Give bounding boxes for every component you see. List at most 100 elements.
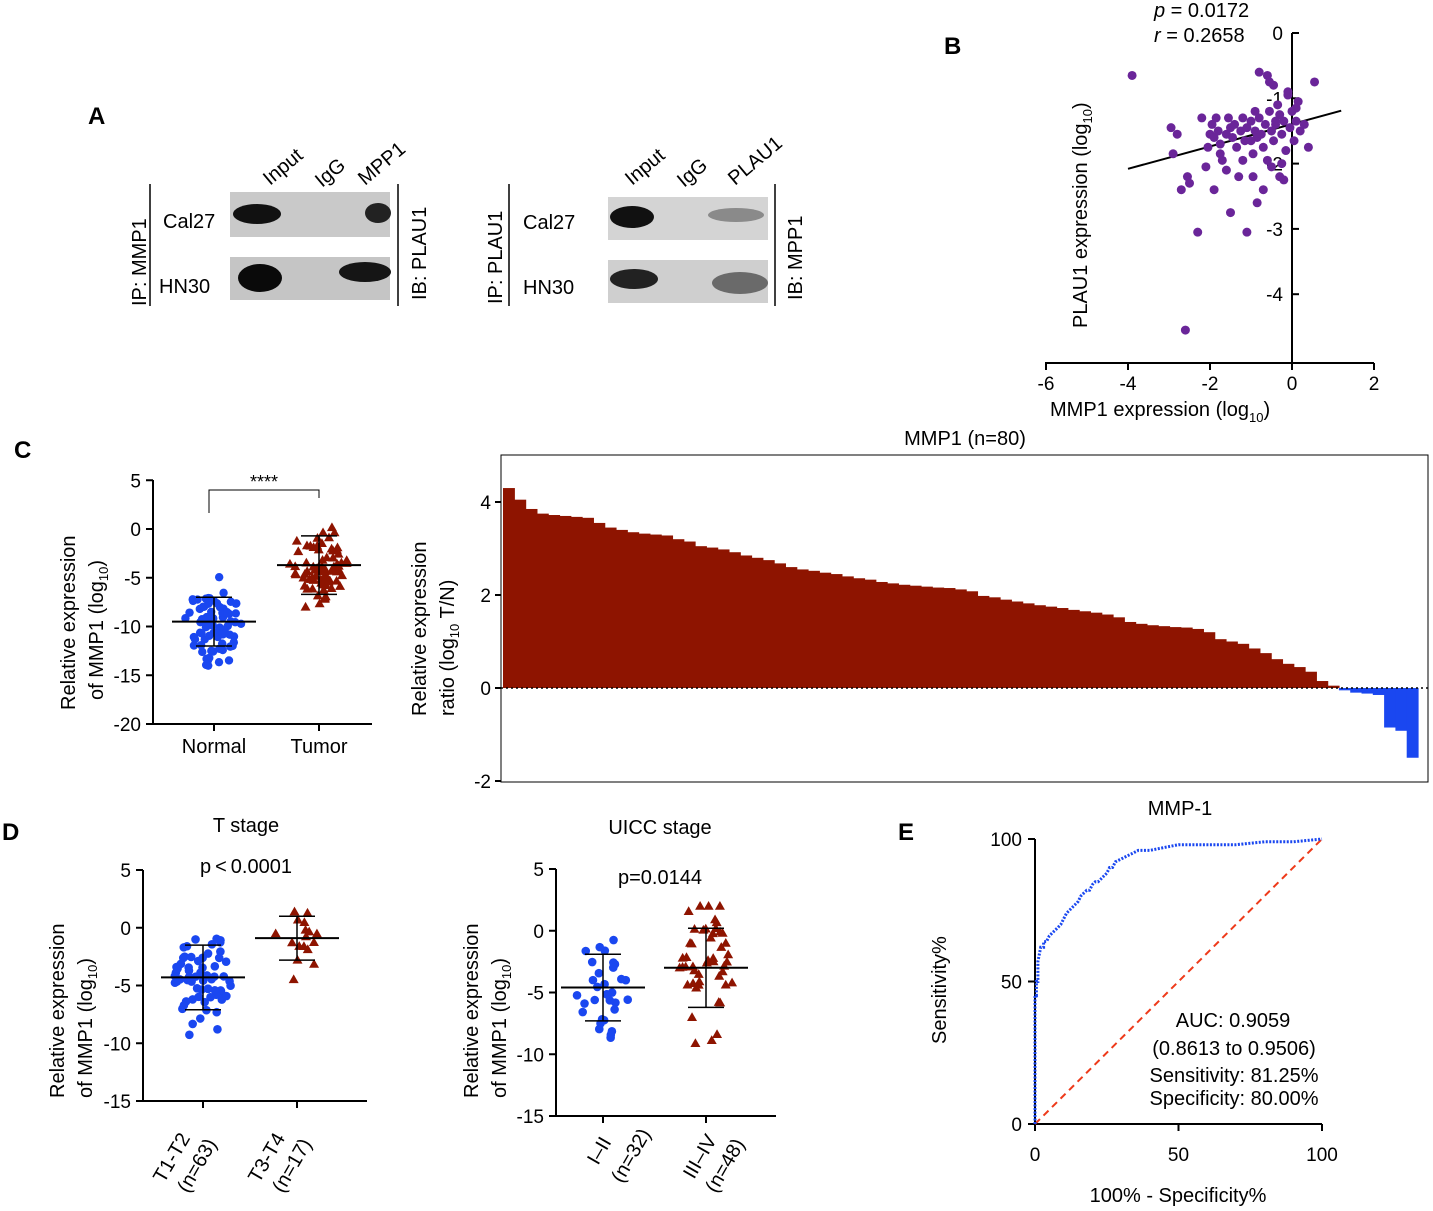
data-point bbox=[1234, 172, 1244, 182]
bar bbox=[796, 569, 809, 688]
data-point bbox=[683, 906, 694, 915]
data-point bbox=[690, 1038, 701, 1048]
bar bbox=[1316, 681, 1329, 688]
y-tick-label: -3 bbox=[1266, 220, 1283, 241]
group-label-normal: Normal bbox=[182, 736, 246, 758]
y-tick-label: 0 bbox=[120, 919, 131, 940]
data-point bbox=[214, 572, 224, 582]
data-point bbox=[1303, 142, 1313, 152]
data-point bbox=[610, 1005, 619, 1014]
data-point bbox=[1209, 185, 1219, 195]
data-point bbox=[178, 1004, 187, 1014]
t-stage-scatter: T stage p < 0.0001 Relative expression o… bbox=[47, 815, 367, 1197]
data-point bbox=[185, 608, 194, 617]
bar bbox=[853, 578, 866, 688]
lane-label-input: Input bbox=[259, 144, 308, 190]
bar bbox=[1384, 688, 1397, 728]
western-blot-left: Input IgG MPP1 IP: MMP1 Cal27 HN30 IB: P… bbox=[129, 138, 431, 306]
data-point bbox=[203, 984, 213, 994]
bar bbox=[841, 576, 854, 688]
bar bbox=[1033, 605, 1046, 688]
data-point bbox=[298, 572, 309, 582]
band-hn30-input bbox=[610, 269, 658, 289]
data-point bbox=[572, 991, 582, 1000]
bar bbox=[785, 567, 798, 688]
data-point bbox=[229, 638, 239, 647]
data-point bbox=[706, 1035, 717, 1045]
group-n-i-ii: (n=32) bbox=[607, 1125, 655, 1187]
group-label-tumor: Tumor bbox=[290, 736, 347, 758]
data-point bbox=[321, 552, 332, 562]
y-tick-label: -5 bbox=[124, 569, 141, 590]
data-point bbox=[328, 552, 339, 562]
data-point bbox=[1291, 103, 1301, 113]
bar bbox=[1203, 632, 1216, 688]
data-point bbox=[1283, 87, 1293, 97]
bar bbox=[988, 597, 1001, 688]
data-point bbox=[197, 629, 206, 638]
data-point bbox=[1185, 178, 1194, 188]
y-axis-label-sub: 10 bbox=[447, 624, 462, 638]
data-point bbox=[1256, 129, 1266, 139]
bar bbox=[706, 547, 719, 688]
x-tick-label: 100 bbox=[1306, 1145, 1338, 1166]
data-point bbox=[720, 938, 731, 947]
bar bbox=[1101, 614, 1114, 688]
x-axis-label: 100% - Specificity% bbox=[1090, 1185, 1267, 1207]
y-tick-label: -15 bbox=[114, 666, 141, 687]
bar bbox=[1079, 611, 1092, 688]
lane-label-mpp1: MPP1 bbox=[354, 138, 410, 190]
data-point bbox=[685, 937, 696, 947]
bar bbox=[819, 572, 832, 688]
bar bbox=[615, 529, 628, 688]
y-tick-label: 100 bbox=[990, 830, 1022, 851]
bar bbox=[1146, 625, 1159, 688]
data-point bbox=[1252, 198, 1262, 208]
chart-title: T stage bbox=[213, 815, 279, 837]
data-point bbox=[723, 949, 734, 959]
bar bbox=[1361, 688, 1374, 694]
r-annotation: r = 0.2658 bbox=[1154, 25, 1245, 47]
data-point bbox=[1230, 119, 1240, 129]
y-axis-label-end: ) bbox=[75, 958, 97, 965]
bar bbox=[536, 513, 549, 688]
data-point bbox=[1264, 77, 1274, 87]
data-point bbox=[318, 527, 329, 537]
bar bbox=[1395, 688, 1408, 731]
data-point bbox=[224, 656, 234, 665]
bar bbox=[1192, 628, 1204, 688]
bar bbox=[1282, 663, 1295, 688]
bar bbox=[661, 535, 674, 688]
data-point bbox=[1267, 162, 1276, 172]
bar bbox=[909, 585, 922, 688]
bar bbox=[672, 539, 685, 688]
data-point bbox=[291, 535, 302, 545]
data-point bbox=[714, 970, 725, 980]
data-point bbox=[1310, 77, 1320, 87]
data-point bbox=[185, 1030, 194, 1040]
y-axis-label-end: ) bbox=[489, 958, 511, 965]
data-point bbox=[693, 969, 704, 978]
y-tick-label: 5 bbox=[533, 860, 544, 881]
y-axis-label-line2: of MMP1 (log10) bbox=[75, 958, 100, 1098]
data-point bbox=[232, 599, 241, 608]
data-point bbox=[710, 914, 721, 924]
data-point bbox=[1281, 146, 1291, 156]
bar bbox=[570, 516, 583, 688]
data-point bbox=[1180, 325, 1190, 335]
data-point bbox=[207, 974, 216, 984]
data-point bbox=[210, 985, 220, 995]
lane-label-igg: IgG bbox=[673, 154, 712, 192]
data-point bbox=[1273, 100, 1283, 110]
data-point bbox=[716, 942, 727, 951]
bar bbox=[582, 517, 594, 688]
lane-label-input: Input bbox=[621, 144, 670, 190]
y-axis-label-line1: Relative expression bbox=[47, 923, 69, 1098]
bar bbox=[514, 499, 527, 688]
ip-label: IP: MMP1 bbox=[129, 218, 151, 306]
data-point bbox=[195, 1014, 205, 1023]
data-point bbox=[1201, 162, 1211, 172]
x-tick-label: 50 bbox=[1168, 1145, 1189, 1166]
data-point bbox=[1299, 119, 1309, 129]
band-hn30-input bbox=[238, 264, 282, 292]
